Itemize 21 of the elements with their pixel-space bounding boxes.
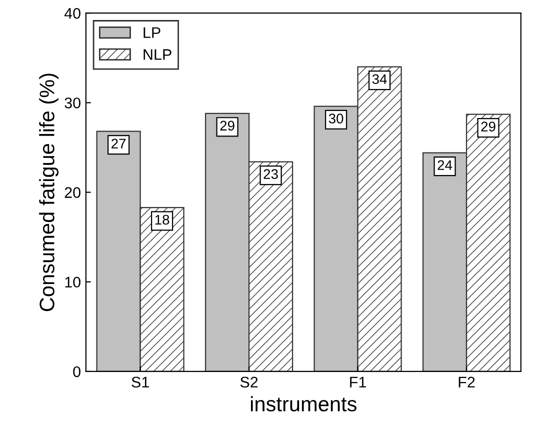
x-axis-title: instruments	[250, 396, 356, 412]
data-label: 24	[438, 160, 452, 170]
data-label: 18	[155, 214, 170, 225]
legend-label: NLP	[144, 49, 172, 60]
y-tick-label: 0	[73, 366, 80, 378]
legend-label: LP	[144, 27, 160, 38]
data-label: 29	[220, 120, 234, 131]
data-label: 30	[328, 114, 344, 124]
data-label: 23	[264, 169, 278, 179]
x-tick-label: S2	[240, 376, 258, 388]
data-label: 29	[481, 122, 496, 132]
y-tick-label: 40	[64, 8, 80, 19]
y-tick-label: 30	[64, 98, 80, 108]
x-tick-label: F2	[458, 376, 475, 388]
x-tick-label: F1	[350, 376, 366, 388]
data-label: 34	[372, 74, 387, 84]
y-tick-label: 20	[64, 187, 80, 198]
y-tick-label: 10	[65, 276, 80, 288]
data-label: 27	[112, 138, 126, 148]
x-tick-label: S1	[132, 376, 149, 388]
y-axis-title: Consumed fatigue life (%)	[39, 74, 59, 312]
